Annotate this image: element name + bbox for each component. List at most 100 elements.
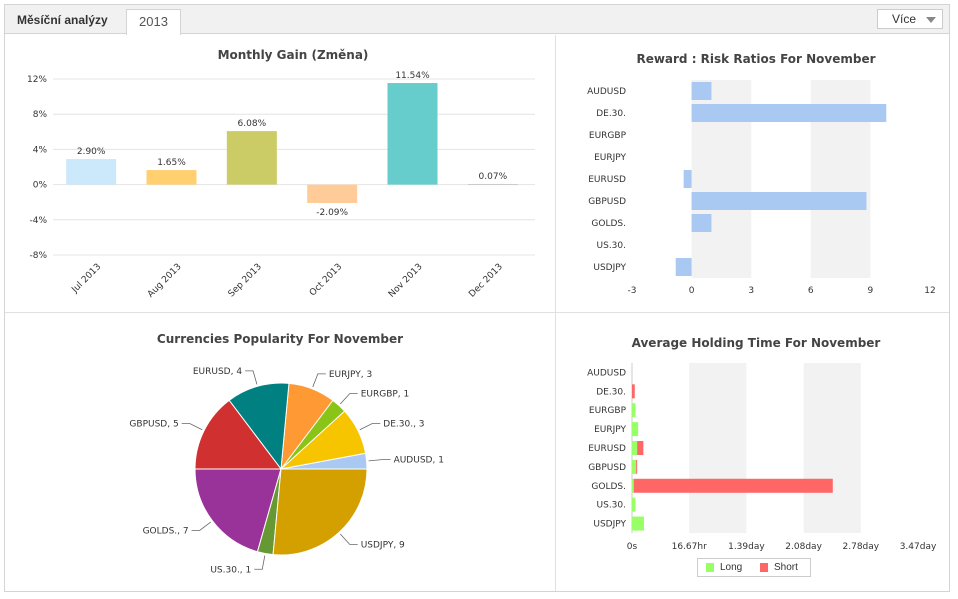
analysis-widget: Měsíční analýzy 2013 Více Monthly Gain (…: [4, 4, 950, 592]
holding-time-title: Average Holding Time For November: [632, 336, 881, 350]
y-category-label: EURUSD: [588, 175, 626, 185]
popularity-title: Currencies Popularity For November: [157, 332, 403, 346]
bar: [691, 192, 867, 210]
x-tick-label: 2.78day: [843, 542, 880, 552]
y-category-label: US.30.: [597, 501, 626, 511]
x-tick-label: Aug 2013: [146, 262, 184, 300]
bar-short: [632, 384, 635, 399]
x-tick-label: Oct 2013: [308, 262, 344, 298]
bar-long: [632, 422, 639, 437]
bar: [691, 214, 712, 232]
bar-short: [633, 478, 833, 493]
x-tick-label: 3: [748, 286, 754, 296]
pie-slice: [194, 468, 282, 553]
pie-leader-line: [339, 393, 358, 405]
y-tick-label: -4%: [29, 216, 47, 226]
legend-swatch-long: [706, 562, 714, 572]
more-dropdown-button[interactable]: Více: [877, 9, 943, 29]
legend-item-long[interactable]: Long: [706, 562, 742, 573]
pie-leader-line: [245, 370, 258, 385]
pie-label: GBPUSD, 5: [129, 420, 178, 430]
bar: [467, 183, 518, 185]
x-tick-label: 16.67hr: [672, 542, 707, 552]
bar-long: [632, 497, 636, 512]
y-tick-label: 0%: [33, 181, 48, 191]
y-category-label: DE.30.: [596, 387, 626, 397]
plot-band: [803, 363, 861, 533]
data-label: 2.90%: [77, 147, 106, 157]
x-tick-label: 1.39day: [728, 542, 765, 552]
y-tick-label: 12%: [27, 75, 47, 85]
y-category-label: EURGBP: [589, 131, 627, 141]
bar-long: [632, 516, 645, 531]
currencies-popularity-chart: Currencies Popularity For November AUDUSD…: [129, 332, 444, 575]
bar: [675, 258, 692, 276]
legend-item-short[interactable]: Short: [760, 562, 798, 573]
divider-horizontal: [5, 312, 949, 313]
x-tick-label: 9: [868, 286, 874, 296]
y-category-label: US.30.: [597, 241, 626, 251]
x-tick-label: -3: [628, 286, 637, 296]
bar-long: [632, 441, 638, 455]
data-label: 1.65%: [157, 158, 186, 168]
pie-leader-line: [359, 423, 381, 431]
pie-label: DE.30., 3: [383, 420, 424, 430]
pie-slice: [228, 382, 290, 471]
reward-risk-title: Reward : Risk Ratios For November: [636, 52, 875, 66]
x-tick-label: 3.47day: [900, 542, 937, 552]
x-tick-label: Dec 2013: [467, 262, 505, 300]
bar: [683, 170, 692, 188]
x-tick-label: 0s: [627, 542, 638, 552]
pie-slice: [272, 468, 368, 556]
divider-vertical: [555, 35, 556, 591]
legend-label-long: Long: [720, 562, 743, 573]
y-category-label: GOLDS.: [591, 482, 626, 492]
y-tick-label: 8%: [33, 110, 48, 120]
pie-label: EURGBP, 1: [361, 390, 410, 400]
pie-label: EURUSD, 4: [193, 367, 242, 377]
y-category-label: AUDUSD: [587, 368, 626, 378]
more-label: Více: [892, 12, 917, 26]
y-tick-label: 4%: [33, 145, 48, 155]
y-tick-label: -8%: [29, 251, 47, 261]
pie-leader-line: [368, 459, 391, 462]
bar: [66, 159, 117, 185]
x-tick-label: 6: [808, 286, 814, 296]
x-tick-label: 0: [689, 286, 695, 296]
pie-label: AUDUSD, 1: [394, 456, 444, 466]
y-category-label: DE.30.: [596, 109, 626, 119]
tab-year-2013[interactable]: 2013: [126, 9, 181, 35]
bar-long: [632, 403, 636, 418]
pie-label: USDJPY, 9: [361, 540, 405, 550]
bar: [307, 184, 358, 203]
x-tick-label: Sep 2013: [227, 262, 264, 299]
y-category-label: GOLDS.: [591, 219, 626, 229]
bar: [691, 82, 712, 100]
plot-band: [689, 363, 747, 533]
bar: [691, 104, 887, 122]
x-tick-label: 12: [924, 286, 935, 296]
data-label: 6.08%: [238, 119, 267, 129]
reward-risk-chart: Reward : Risk Ratios For November -3 0 3 6 9 1…: [587, 52, 936, 296]
y-category-label: GBPUSD: [588, 197, 626, 207]
bar-short: [637, 441, 644, 455]
y-category-label: EURJPY: [594, 425, 626, 435]
x-tick-label: Jul 2013: [70, 262, 104, 296]
pie-slice: [194, 399, 283, 470]
x-tick-label: 2.08day: [785, 542, 822, 552]
bar: [146, 170, 197, 185]
data-label: -2.09%: [316, 208, 348, 218]
y-category-label: EURGBP: [589, 406, 627, 416]
chevron-down-icon: [926, 17, 936, 23]
bar-long: [632, 478, 634, 493]
data-label: 11.54%: [395, 71, 430, 81]
holding-time-chart: Average Holding Time For November 0s 16.67…: [587, 336, 937, 552]
monthly-gain-chart: Monthly Gain (Změna) 12% 8% 4% 0% -4% -8% 2.90%…: [27, 48, 535, 300]
tab-monthly-analysis[interactable]: Měsíční analýzy: [17, 13, 108, 27]
pie-leader-line: [312, 373, 326, 388]
legend-swatch-short: [760, 562, 768, 572]
legend-label-short: Short: [774, 562, 798, 573]
pie-label: GOLDS., 7: [143, 526, 189, 536]
monthly-gain-title: Monthly Gain (Změna): [218, 48, 369, 62]
y-category-label: USDJPY: [593, 263, 626, 273]
